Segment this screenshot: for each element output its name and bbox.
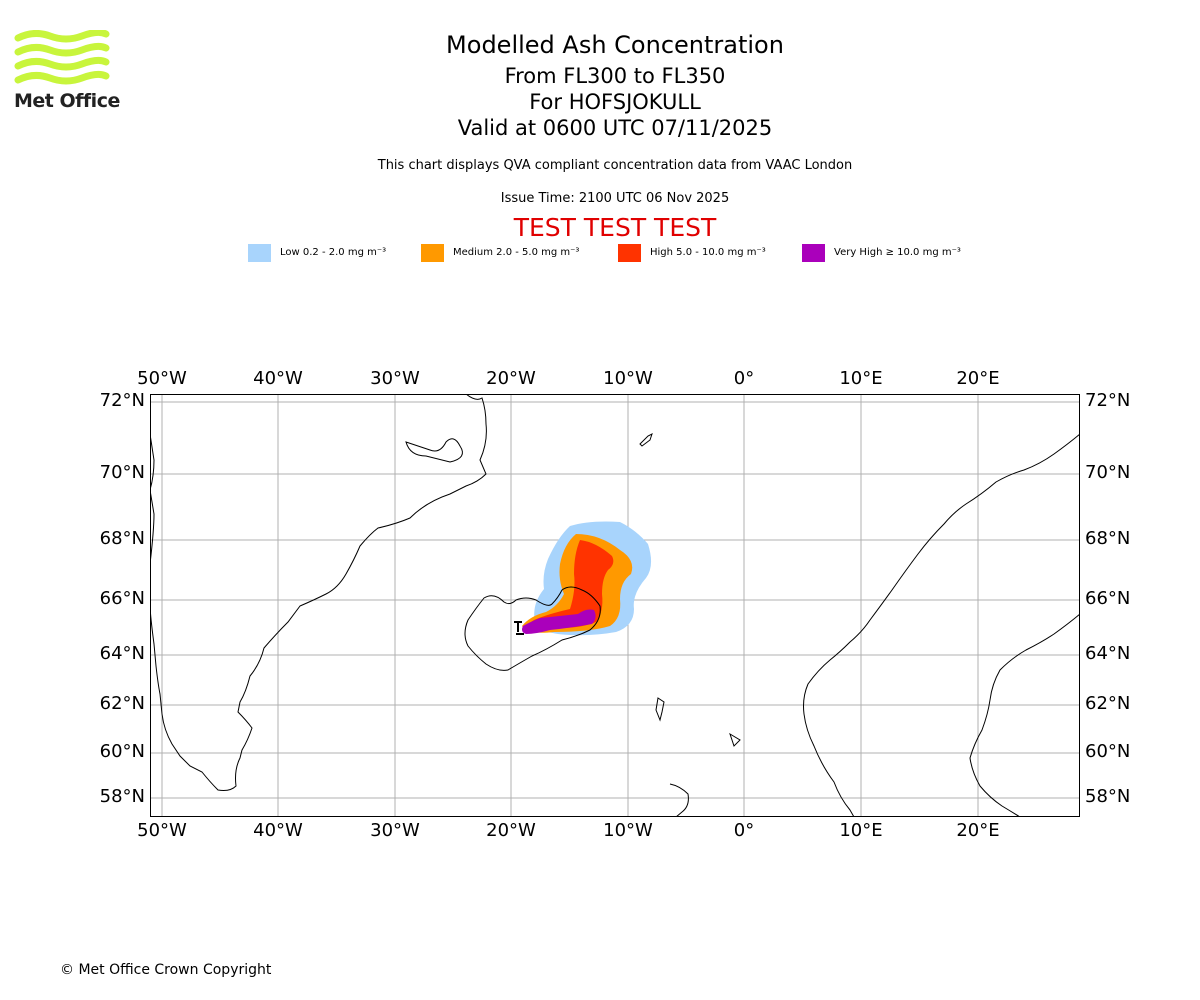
axis-tick-label: 64°N: [1085, 643, 1131, 664]
axis-tick-label: 20°W: [486, 820, 536, 841]
axis-tick-label: 60°N: [99, 741, 145, 762]
axis-tick-label: 0°: [733, 368, 755, 389]
map-border: [150, 394, 1080, 817]
axis-tick-label: 50°W: [137, 368, 187, 389]
test-banner: TEST TEST TEST: [513, 213, 717, 242]
coastlines: [150, 394, 1080, 817]
legend-label-very-high: Very High ≥ 10.0 mg m⁻³: [834, 247, 961, 258]
axis-tick-label: 64°N: [99, 643, 145, 664]
greenland-coastline: [150, 394, 487, 791]
axis-tick-label: 10°W: [603, 368, 653, 389]
legend-swatch-high: [618, 244, 641, 262]
axis-tick-label: 72°N: [1085, 390, 1131, 411]
volcano-name: For HOFSJOKULL: [529, 90, 701, 114]
chart-title: Modelled Ash Concentration: [446, 31, 784, 59]
axis-tick-label: 0°: [733, 820, 755, 841]
axis-tick-label: 30°W: [370, 368, 420, 389]
axis-tick-label: 40°W: [253, 368, 303, 389]
axis-tick-label: 30°W: [370, 820, 420, 841]
axis-tick-label: 62°N: [1085, 693, 1131, 714]
axis-tick-label: 10°E: [839, 820, 883, 841]
axis-tick-label: 40°W: [253, 820, 303, 841]
axis-tick-label: 68°N: [99, 528, 145, 549]
ash-high-area: [525, 540, 614, 632]
scotland-coastline: [669, 732, 741, 817]
legend-label-medium: Medium 2.0 - 5.0 mg m⁻³: [453, 247, 580, 258]
axis-tick-label: 62°N: [99, 693, 145, 714]
jan-mayen-coastline: [639, 433, 653, 447]
axis-tick-label: 70°N: [99, 462, 145, 483]
axis-tick-label: 50°W: [137, 820, 187, 841]
iceland-coastline: [464, 586, 601, 671]
axis-tick-label: 58°N: [99, 786, 145, 807]
axis-tick-label: 66°N: [99, 588, 145, 609]
greenland-inner-fjord: [405, 438, 463, 463]
axis-tick-label: 20°E: [956, 820, 1000, 841]
met-office-logo-text: Met Office: [14, 90, 120, 112]
axis-tick-label: 60°N: [1085, 741, 1131, 762]
axis-tick-label: 70°N: [1085, 462, 1131, 483]
valid-time: Valid at 0600 UTC 07/11/2025: [457, 116, 773, 140]
met-office-logo-icon: [14, 30, 110, 85]
chart-description: This chart displays QVA compliant concen…: [377, 158, 853, 173]
volcano-marker-icon: [514, 621, 524, 635]
legend-label-high: High 5.0 - 10.0 mg m⁻³: [650, 247, 766, 258]
axis-tick-label: 68°N: [1085, 528, 1131, 549]
axis-tick-label: 10°W: [603, 820, 653, 841]
axis-tick-label: 10°E: [839, 368, 883, 389]
axis-tick-label: 72°N: [99, 390, 145, 411]
scandinavia-coastline: [803, 433, 1080, 817]
legend-swatch-medium: [421, 244, 444, 262]
sweden-finland-coastline: [969, 613, 1080, 817]
legend-swatch-low: [248, 244, 271, 262]
copyright-notice: © Met Office Crown Copyright: [60, 962, 272, 978]
axis-tick-label: 66°N: [1085, 588, 1131, 609]
axis-tick-label: 20°W: [486, 368, 536, 389]
axis-tick-label: 58°N: [1085, 786, 1131, 807]
ash-very-high-area: [522, 609, 596, 634]
issue-time: Issue Time: 2100 UTC 06 Nov 2025: [500, 191, 730, 206]
ash-concentration-map: [150, 394, 1080, 817]
legend-swatch-very-high: [802, 244, 825, 262]
faroe-coastline: [655, 697, 665, 722]
flight-level-range: From FL300 to FL350: [504, 64, 726, 88]
axis-tick-label: 20°E: [956, 368, 1000, 389]
legend-label-low: Low 0.2 - 2.0 mg m⁻³: [280, 247, 387, 258]
